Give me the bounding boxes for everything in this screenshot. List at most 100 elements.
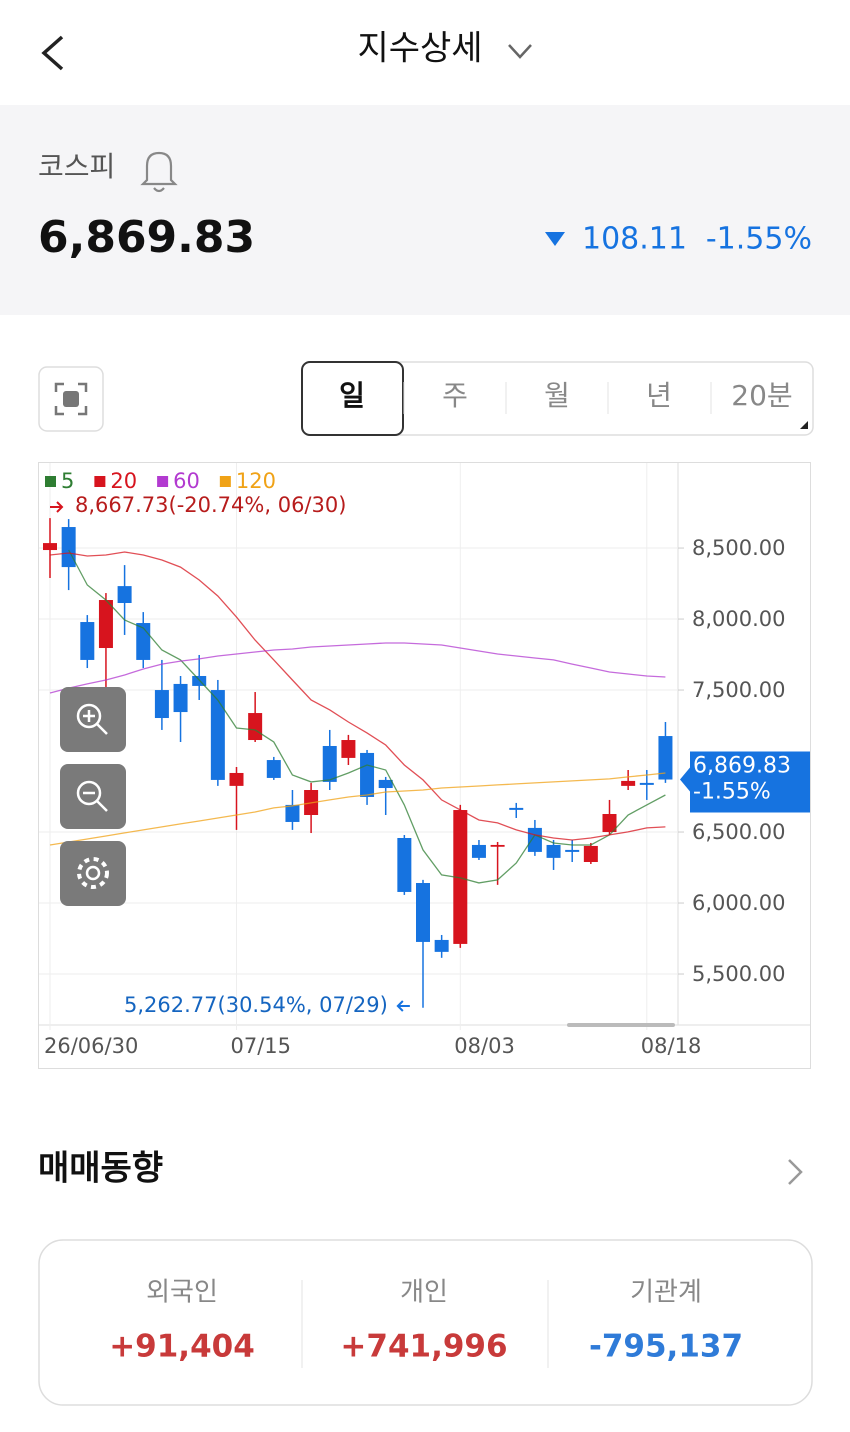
- zoom-in-button[interactable]: [60, 687, 126, 752]
- zoom-in-icon: [76, 703, 102, 729]
- section-more[interactable]: [788, 1159, 803, 1185]
- candle-body: [322, 745, 337, 782]
- zoom-out-button[interactable]: [60, 764, 126, 829]
- candle-body: [583, 845, 598, 862]
- candle-body: [248, 713, 263, 741]
- candle-body: [98, 600, 113, 649]
- candle-body: [285, 804, 300, 822]
- down-arrow: [545, 232, 565, 246]
- legend-label: 5: [61, 469, 74, 493]
- candle-body: [602, 814, 617, 833]
- legend-swatch: [219, 476, 231, 487]
- alarm-button[interactable]: [140, 151, 178, 193]
- low-annotation: 5,262.77(30.54%, 07/29): [124, 993, 388, 1017]
- index-change-pct: -1.55%: [706, 222, 812, 257]
- last-change: -1.55%: [693, 780, 771, 805]
- section-title: 매매동향: [38, 1149, 163, 1189]
- candle-body: [173, 683, 188, 713]
- candle-body: [360, 752, 375, 797]
- candle-body: [192, 675, 207, 686]
- ma-line: [68, 549, 666, 884]
- candle-body: [397, 837, 412, 892]
- y-tick-label: 8,000.00: [692, 607, 786, 631]
- candle-body: [210, 690, 225, 780]
- back-button[interactable]: [41, 35, 64, 71]
- y-tick-label: 7,500.00: [692, 678, 786, 702]
- candle-body: [416, 883, 430, 942]
- title-dropdown[interactable]: [508, 44, 532, 59]
- candle-body: [546, 844, 561, 858]
- index-change: 108.11: [582, 222, 687, 257]
- settings-icon: [85, 865, 101, 881]
- index-band: [0, 105, 850, 315]
- scrollbar[interactable]: [567, 1023, 675, 1027]
- candle-body: [229, 772, 244, 786]
- trade-value: +741,996: [340, 1329, 507, 1365]
- candle-body: [43, 543, 57, 551]
- candle-body: [527, 827, 542, 852]
- legend-label: 20: [110, 469, 137, 493]
- candle-body: [378, 779, 393, 789]
- tab-selected: [301, 361, 404, 436]
- period-tab[interactable]: 일: [339, 379, 365, 412]
- chart-frame: [38, 462, 811, 1069]
- tab-more[interactable]: [800, 421, 808, 429]
- high-arrow: [50, 501, 64, 513]
- ma-line: [49, 551, 666, 841]
- y-tick-label: 6,500.00: [692, 820, 786, 844]
- candle-body: [434, 939, 449, 952]
- high-annotation: 8,667.73(-20.74%, 06/30): [75, 493, 346, 517]
- period-tab[interactable]: 주: [442, 379, 468, 412]
- candle-body: [639, 782, 654, 785]
- period-tab[interactable]: 20분: [731, 379, 792, 412]
- legend-label: 120: [236, 469, 276, 493]
- candle-body: [509, 807, 524, 810]
- period-tab[interactable]: 월: [544, 379, 570, 412]
- trade-label: 외국인: [146, 1278, 218, 1308]
- legend-label: 60: [173, 469, 200, 493]
- legend-swatch: [45, 476, 56, 487]
- candle-body: [621, 780, 636, 786]
- y-tick-label: 6,000.00: [692, 891, 786, 915]
- x-tick-label: 08/18: [641, 1034, 702, 1058]
- trade-label: 기관계: [630, 1278, 702, 1308]
- ma-line: [49, 642, 666, 694]
- legend-swatch: [94, 476, 106, 487]
- trade-value: +91,404: [109, 1329, 255, 1365]
- last-price-tag: [680, 751, 810, 813]
- candle-body: [117, 586, 132, 604]
- zoom-out-icon: [76, 780, 102, 806]
- candle-body: [658, 736, 673, 780]
- legend-swatch: [157, 476, 169, 487]
- zoom-in-icon: [83, 710, 108, 735]
- candle-body: [490, 844, 505, 847]
- trade-value: -795,137: [589, 1329, 743, 1365]
- low-arrow: [396, 1000, 410, 1012]
- candle-body: [341, 740, 356, 758]
- x-tick-label: 26/06/30: [44, 1034, 138, 1058]
- y-tick-label: 5,500.00: [692, 962, 786, 986]
- index-name: 코스피: [38, 150, 115, 183]
- capture-icon: [54, 382, 88, 416]
- trade-label: 개인: [400, 1278, 448, 1308]
- index-value: 6,869.83: [38, 212, 255, 263]
- trading-card: [38, 1239, 813, 1406]
- last-price: 6,869.83: [693, 754, 791, 779]
- candle-body: [266, 760, 281, 778]
- candle-body: [565, 849, 580, 852]
- x-tick-label: 08/03: [454, 1034, 515, 1058]
- candle-body: [80, 622, 95, 660]
- settings-button[interactable]: [60, 841, 126, 906]
- candle-body: [61, 527, 76, 568]
- period-tab[interactable]: 년: [646, 379, 672, 412]
- candle-body: [471, 844, 486, 858]
- capture-icon-dot: [63, 391, 79, 407]
- y-tick-label: 8,500.00: [692, 536, 786, 560]
- candle-body: [453, 810, 468, 944]
- ma-line: [49, 772, 666, 846]
- zoom-out-icon: [83, 791, 108, 812]
- page-title[interactable]: 지수상세: [357, 29, 482, 69]
- candle-body: [154, 690, 169, 719]
